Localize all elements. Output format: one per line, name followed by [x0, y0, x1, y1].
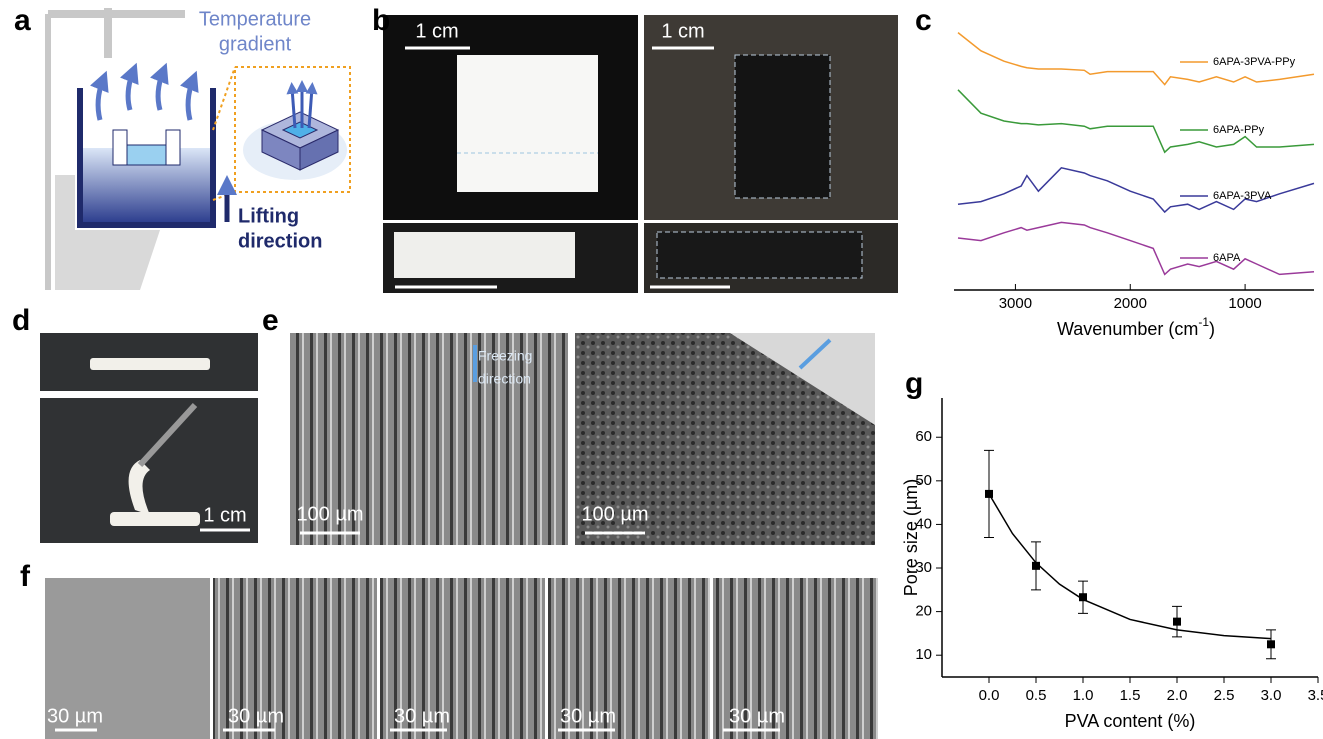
legend-label: 6APA-3PVA-PPy [1213, 56, 1296, 68]
y-tick-label: 10 [915, 646, 932, 663]
x-axis-label-suffix: ) [1209, 319, 1215, 339]
y-tick-label: 60 [915, 428, 932, 445]
annotation: gradient [219, 33, 292, 55]
x-tick-label: 2.5 [1214, 687, 1235, 704]
scale-label: 1 cm [661, 20, 704, 42]
x-tick-label: 0.0 [979, 687, 1000, 704]
x-axis-label: PVA content (%) [1065, 711, 1196, 731]
scale-label: 30 µm [47, 705, 103, 727]
legend-label: 6APA-PPy [1213, 124, 1265, 136]
annotation: Temperature [199, 8, 311, 30]
scale-label: 100 µm [581, 503, 648, 525]
annotation: Freezing [478, 348, 532, 364]
data-point [985, 490, 993, 498]
panel-label: b [372, 4, 390, 37]
legend-label: 6APA [1213, 252, 1241, 264]
fit-curve [989, 494, 1271, 639]
y-tick-label: 20 [915, 603, 932, 620]
data-point [1267, 640, 1275, 648]
x-axis-label: Wavenumber (cm-1) [1057, 315, 1215, 339]
scale-label: 30 µm [560, 705, 616, 727]
x-tick-label: 0.5 [1026, 687, 1047, 704]
spectrum [958, 222, 1314, 274]
x-tick-label: 2000 [1114, 295, 1147, 312]
x-axis-label-text: Wavenumber (cm [1057, 319, 1198, 339]
x-tick-label: 1.0 [1073, 687, 1094, 704]
x-tick-label: 1000 [1228, 295, 1261, 312]
annotation: direction [238, 230, 322, 252]
panel-label: c [915, 4, 932, 37]
scale-label: 30 µm [729, 705, 785, 727]
sample-photos [383, 15, 898, 293]
x-axis-label-sup: -1 [1198, 315, 1209, 329]
scale-label: 30 µm [394, 705, 450, 727]
annotation: direction [478, 371, 531, 387]
legend-label: 6APA-3PVA [1213, 190, 1272, 202]
scale-label: 1 cm [203, 504, 246, 526]
x-tick-label: 2.0 [1167, 687, 1188, 704]
data-point [1032, 562, 1040, 570]
y-axis-label: Pore size (µm) [901, 479, 921, 596]
spectrum [958, 90, 1314, 152]
x-tick-label: 3.0 [1261, 687, 1282, 704]
panel-label: g [905, 367, 923, 400]
panel-label: d [12, 304, 30, 337]
x-tick-label: 3000 [999, 295, 1032, 312]
panel-label: a [14, 4, 31, 37]
figure: a b c d e f g Temperature gradient Lifting directi… [0, 0, 1323, 739]
x-tick-label: 1.5 [1120, 687, 1141, 704]
panel-label: f [20, 560, 31, 593]
panel-label: e [262, 304, 279, 337]
annotation: Lifting [238, 205, 299, 227]
scale-label: 30 µm [228, 705, 284, 727]
x-tick-label: 3.5 [1308, 687, 1323, 704]
data-point [1173, 618, 1181, 626]
scale-label: 100 µm [296, 503, 363, 525]
scale-label: 1 cm [415, 20, 458, 42]
data-point [1079, 593, 1087, 601]
